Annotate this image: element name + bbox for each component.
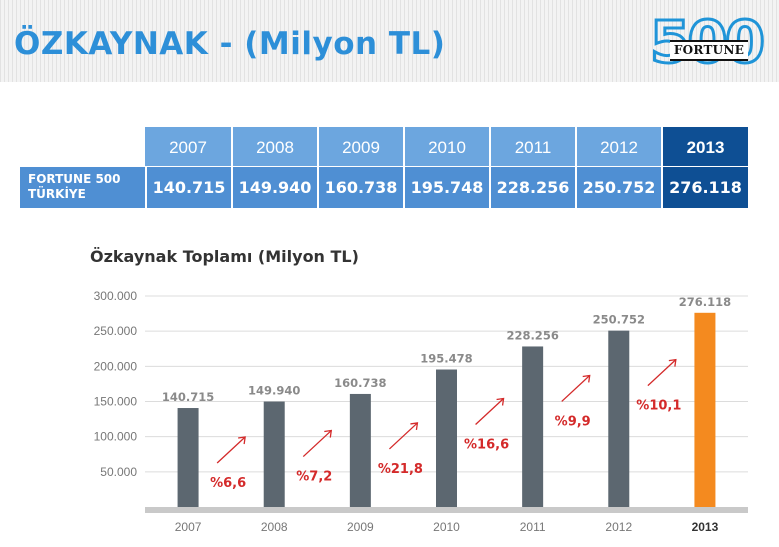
row-label-line1: FORTUNE 500 bbox=[28, 172, 121, 186]
table-header-2012: 2012 bbox=[575, 127, 661, 166]
growth-label: %21,8 bbox=[378, 462, 423, 477]
table-cell-2008: 149.940 bbox=[231, 167, 317, 208]
table-header-2007: 2007 bbox=[169, 138, 207, 157]
bar-2009 bbox=[349, 393, 371, 507]
growth-arrow-head bbox=[496, 397, 505, 406]
x-tick-label: 2009 bbox=[347, 520, 374, 534]
bar-value-label: 160.738 bbox=[334, 376, 386, 390]
bar-2007 bbox=[177, 408, 199, 507]
x-tick-label: 2013 bbox=[692, 520, 719, 534]
growth-arrow-head bbox=[238, 436, 246, 445]
y-tick-label: 150.000 bbox=[94, 395, 138, 409]
row-label-line2: TÜRKİYE bbox=[28, 187, 86, 201]
bar-value-label: 228.256 bbox=[506, 328, 558, 342]
bar-2013 bbox=[694, 312, 716, 507]
table-header-2010: 2010 bbox=[403, 127, 489, 166]
growth-label: %9,9 bbox=[555, 414, 591, 429]
bar-value-label: 276.118 bbox=[679, 295, 731, 309]
growth-arrow-head bbox=[410, 422, 419, 431]
table-cell-2011: 228.256 bbox=[489, 167, 575, 208]
table-header-2009: 2009 bbox=[317, 127, 403, 166]
bar-value-label: 195.478 bbox=[420, 352, 472, 366]
page-title: ÖZKAYNAK - (Milyon TL) bbox=[14, 26, 446, 62]
fortune-500-logo: 500 FORTUNE bbox=[649, 9, 767, 80]
bar-2008 bbox=[263, 401, 285, 507]
x-tick-label: 2007 bbox=[175, 520, 202, 534]
bar-value-label: 140.715 bbox=[162, 390, 214, 404]
growth-arrow-line bbox=[561, 374, 591, 402]
y-tick-label: 200.000 bbox=[94, 359, 138, 373]
table-data-row: FORTUNE 500 TÜRKİYE 140.715 149.940 160.73… bbox=[20, 167, 748, 208]
growth-arrow-line bbox=[302, 430, 332, 458]
growth-arrow-head bbox=[324, 429, 333, 438]
growth-arrow-line bbox=[475, 398, 505, 425]
x-tick-label: 2010 bbox=[433, 520, 460, 534]
bar-value-label: 250.752 bbox=[593, 313, 645, 327]
growth-label: %16,6 bbox=[464, 438, 509, 453]
y-tick-label: 50.000 bbox=[100, 465, 137, 479]
y-tick-label: 300.000 bbox=[94, 289, 138, 303]
growth-arrow-head bbox=[668, 358, 677, 367]
x-tick-label: 2008 bbox=[261, 520, 288, 534]
bar-2011 bbox=[522, 346, 544, 507]
table-header-2011: 2011 bbox=[489, 127, 575, 166]
table-header-2008: 2008 bbox=[231, 127, 317, 166]
bar-2010 bbox=[436, 369, 457, 507]
y-tick-label: 250.000 bbox=[94, 324, 138, 338]
header-band bbox=[0, 0, 779, 82]
table-cell-2007: 140.715 bbox=[145, 167, 231, 208]
bar-value-label: 149.940 bbox=[248, 384, 300, 398]
x-tick-label: 2012 bbox=[605, 520, 632, 534]
bar-2012 bbox=[608, 330, 630, 507]
growth-label: %10,1 bbox=[636, 399, 681, 414]
table-row-label: FORTUNE 500 TÜRKİYE bbox=[28, 172, 148, 202]
growth-arrow-line bbox=[388, 422, 418, 450]
chart-title: Özkaynak Toplamı (Milyon TL) bbox=[90, 247, 359, 266]
growth-label: %7,2 bbox=[296, 470, 332, 485]
table-header-2013: 2013 bbox=[661, 127, 748, 166]
logo-word: FORTUNE bbox=[670, 40, 748, 61]
x-axis-baseline bbox=[145, 507, 748, 513]
x-tick-label: 2011 bbox=[520, 520, 546, 534]
y-tick-label: 100.000 bbox=[94, 430, 138, 444]
table-cell-2012: 250.752 bbox=[575, 167, 661, 208]
growth-label: %6,6 bbox=[210, 476, 246, 491]
table-header-row: 2007 2008 2009 2010 2011 2012 2013 bbox=[145, 127, 748, 166]
growth-arrow-head bbox=[582, 374, 591, 383]
growth-arrow-line bbox=[216, 436, 246, 464]
table-cell-2009: 160.738 bbox=[317, 167, 403, 208]
table-cell-2010: 195.748 bbox=[403, 167, 489, 208]
growth-arrow-line bbox=[647, 359, 677, 387]
table-cell-2013: 276.118 bbox=[661, 167, 748, 208]
